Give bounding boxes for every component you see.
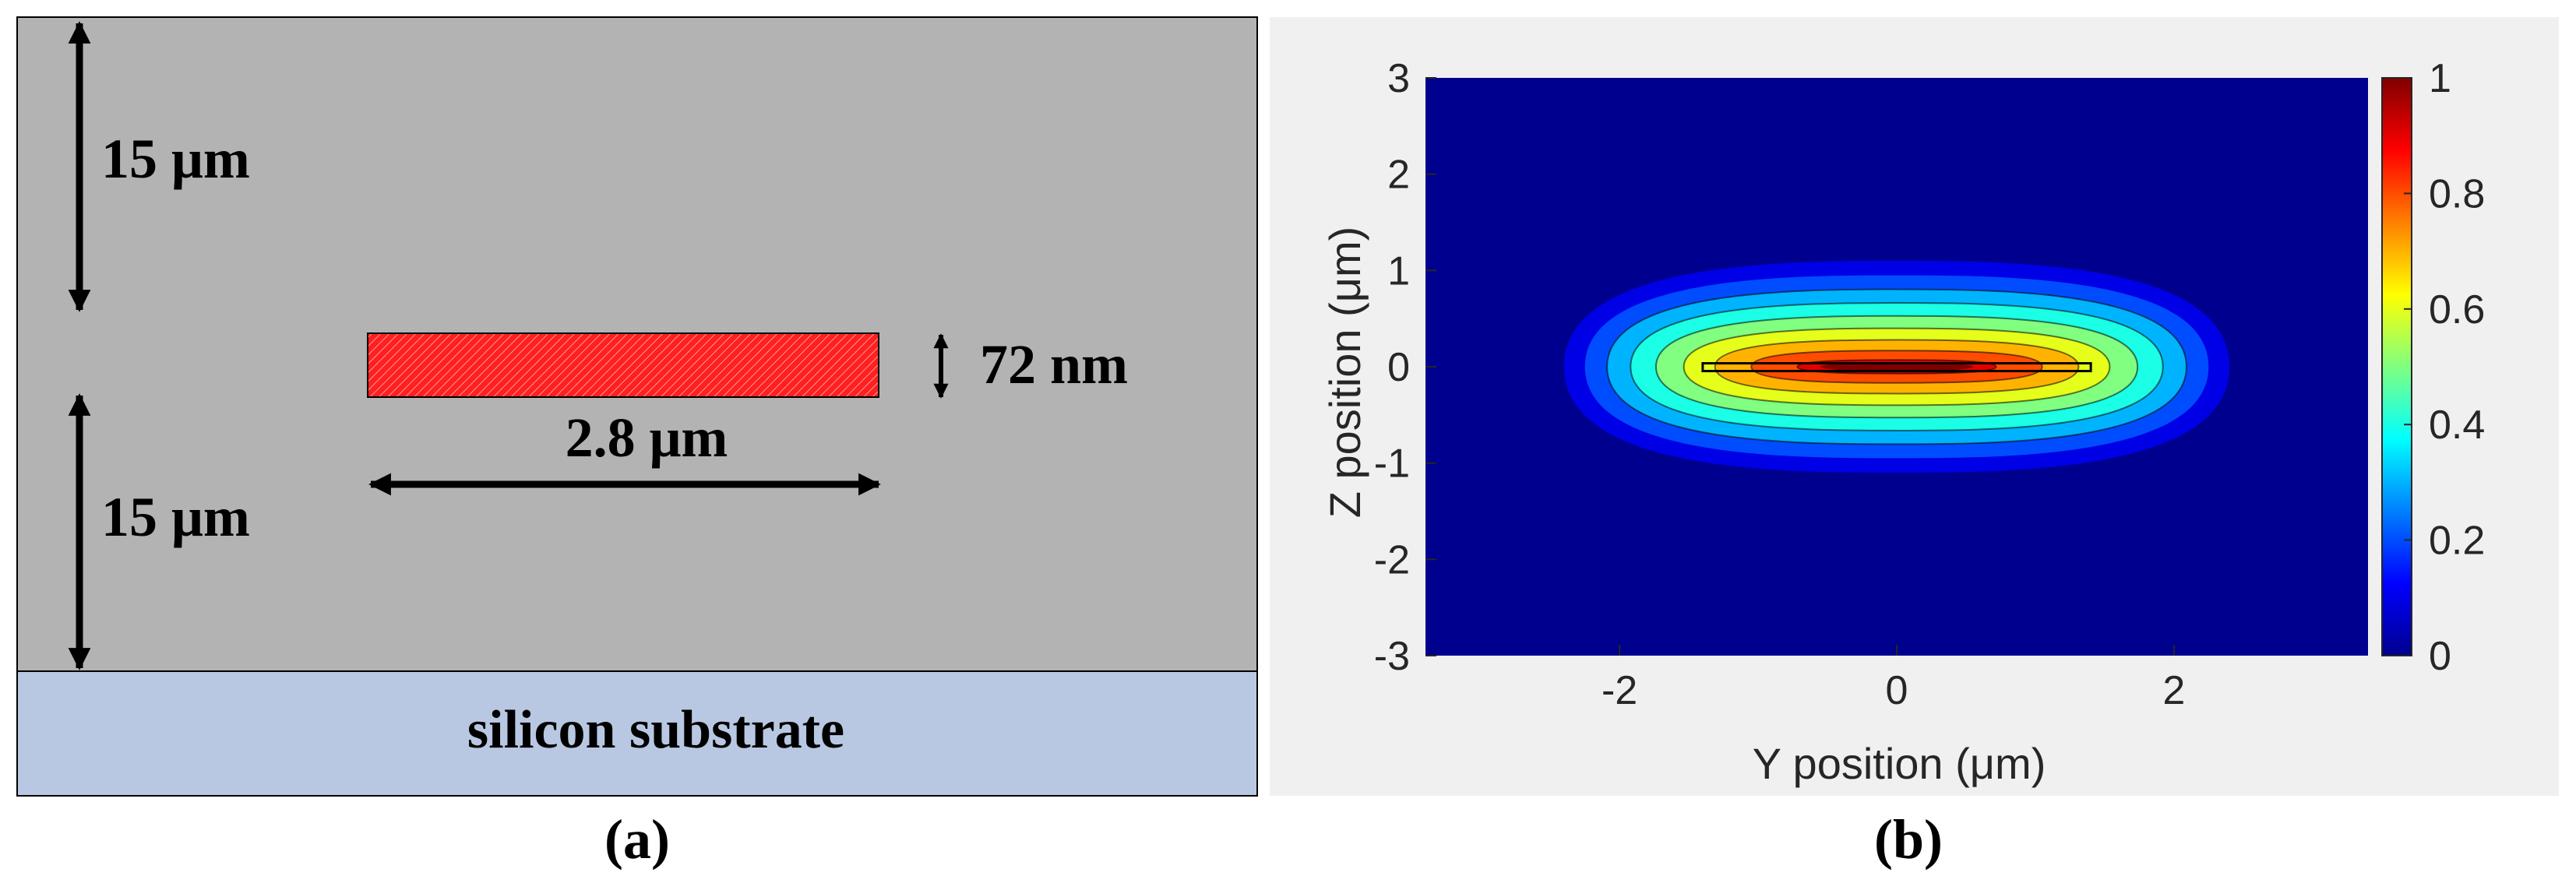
panel-b-label: (b)	[1874, 808, 1943, 871]
waveguide-core	[367, 332, 879, 398]
substrate-label: silicon substrate	[467, 700, 844, 760]
panel-b: -2 0 2 -3 -2 -1 0 1 2 3 0 0.2 0.4 0.6 0.8 1 Y position…	[1270, 17, 2559, 871]
core-thickness-label: 72 nm	[980, 333, 1128, 396]
y-tick-label: 0	[1387, 345, 1410, 390]
colorbar-tick-label: 0.8	[2429, 171, 2485, 216]
colorbar-tick-label: 1	[2429, 56, 2451, 101]
heatmap-plot	[1425, 78, 2368, 656]
panel-a-label: (a)	[604, 808, 670, 871]
x-tick-label: -2	[1602, 668, 1637, 713]
bottom-thickness-label: 15 μm	[101, 486, 250, 548]
x-tick-label: 2	[2162, 668, 2185, 713]
y-tick-label: 1	[1387, 248, 1410, 294]
y-tick-label: -1	[1374, 442, 1410, 487]
y-tick-label: -2	[1374, 537, 1410, 582]
y-tick-label: 2	[1387, 153, 1410, 198]
heatmap-axes: -2 0 2 -3 -2 -1 0 1 2 3	[1374, 56, 2186, 713]
substrate-region	[16, 670, 1258, 797]
top-thickness-label: 15 μm	[101, 128, 250, 190]
colorbar-tick-label: 0	[2429, 634, 2451, 679]
colorbar-tick-label: 0.2	[2429, 519, 2485, 564]
panel-a: silicon substrate 15 μm 15 μm 72 nm 2.8 …	[16, 16, 1258, 871]
colorbar-tick-label: 0.4	[2429, 403, 2485, 448]
x-axis-label: Y position (μm)	[1753, 739, 2046, 788]
waveguide-outline	[1701, 362, 2092, 373]
colorbar: 0 0.2 0.4 0.6 0.8 1	[2381, 56, 2485, 679]
colorbar-scale	[2381, 77, 2412, 656]
y-tick-label: 3	[1387, 56, 1410, 101]
core-width-label: 2.8 μm	[566, 406, 728, 469]
y-tick-label: -3	[1374, 634, 1410, 679]
y-axis-label: Z position (μm)	[1320, 227, 1369, 519]
x-tick-label: 0	[1886, 668, 1908, 713]
colorbar-tick-label: 0.6	[2429, 287, 2485, 332]
